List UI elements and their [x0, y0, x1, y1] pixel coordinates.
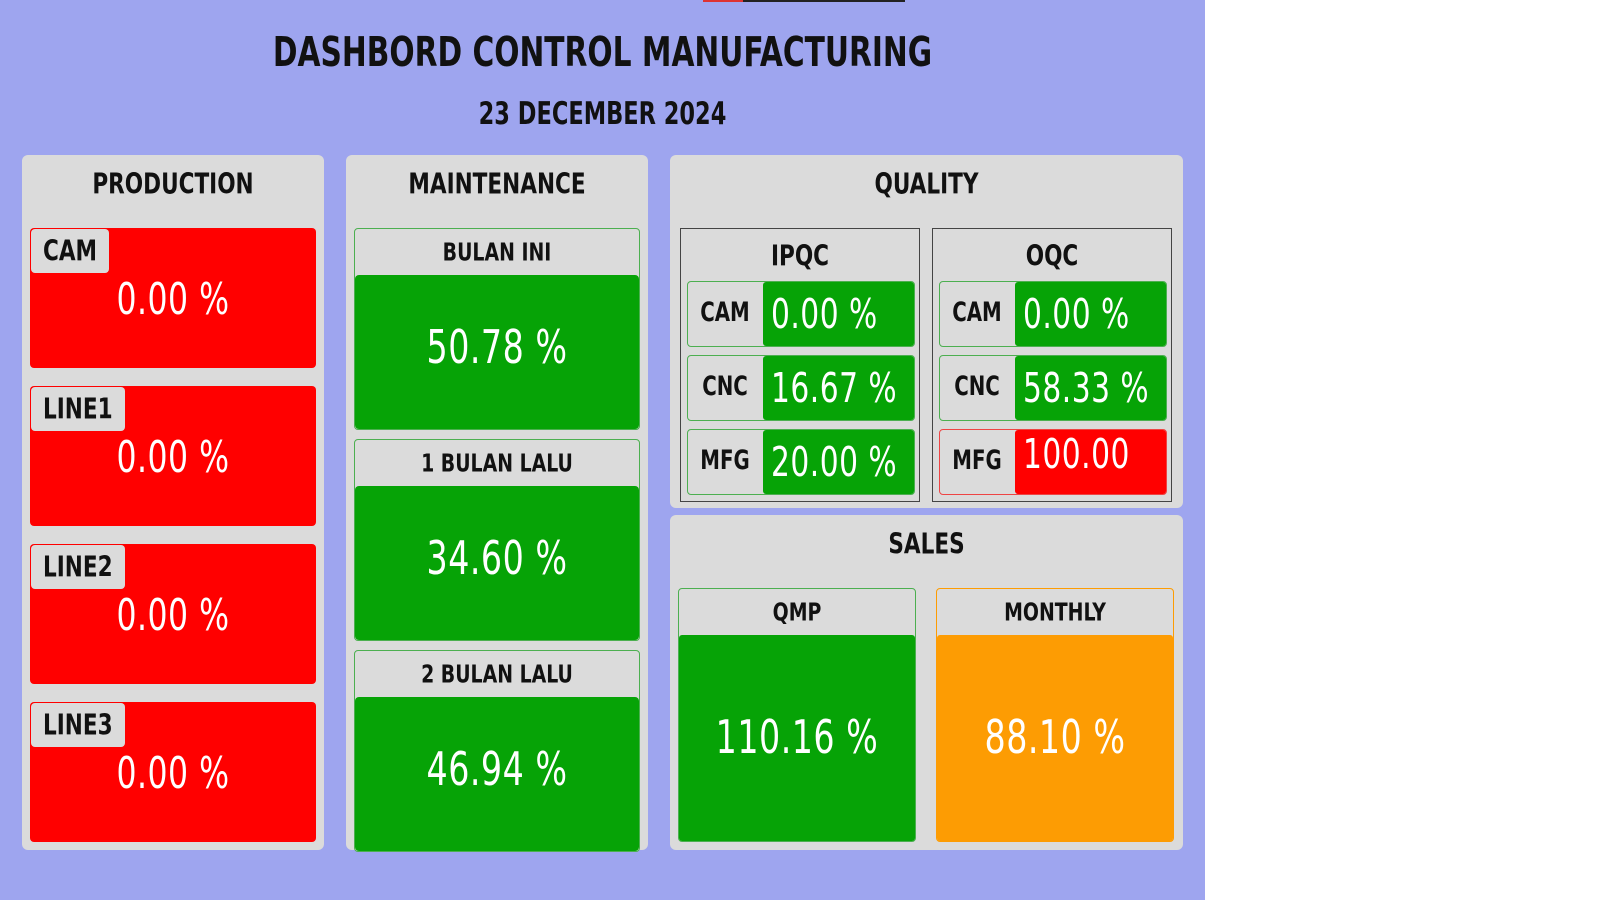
maintenance-card-label: 2 BULAN LALU — [421, 659, 573, 689]
sales-card-label: QMP — [772, 597, 822, 627]
sales-card-qmp[interactable]: QMP 110.16 % — [678, 588, 916, 842]
quality-title: QUALITY — [874, 167, 979, 201]
oqc-row-label: CNC — [954, 372, 1000, 403]
ipqc-row-mfg[interactable]: MFG 20.00 % — [687, 429, 915, 495]
sales-card-monthly[interactable]: MONTHLY 88.10 % — [936, 588, 1174, 842]
top-indicator-bar — [703, 0, 905, 2]
maintenance-card-label: 1 BULAN LALU — [421, 448, 573, 478]
production-value: 0.00 % — [116, 433, 230, 483]
ipqc-box: IPQC CAM 0.00 % CNC 16.67 % MFG 20.00 % — [680, 228, 920, 502]
oqc-row-label: MFG — [952, 446, 1002, 477]
ipqc-title: IPQC — [770, 239, 830, 273]
production-label: CAM — [31, 229, 110, 273]
maintenance-card-two-months-ago[interactable]: 2 BULAN LALU 46.94 % — [354, 650, 640, 852]
production-card-cam[interactable]: CAM 0.00 % — [30, 228, 316, 368]
maintenance-panel: MAINTENANCE BULAN INI 50.78 % 1 BULAN LA… — [346, 155, 648, 852]
oqc-row-value: 58.33 % — [1015, 356, 1166, 420]
maintenance-card-label: BULAN INI — [442, 237, 552, 267]
oqc-row-cam[interactable]: CAM 0.00 % — [939, 281, 1167, 347]
sales-card-label: MONTHLY — [1004, 597, 1106, 627]
maintenance-card-value: 50.78 % — [355, 275, 639, 429]
oqc-row-value: 100.00 % — [1015, 429, 1166, 558]
page-title: DASHBORD CONTROL MANUFACTURING — [272, 27, 933, 76]
sales-card-value: 88.10 % — [937, 635, 1173, 841]
oqc-row-cnc[interactable]: CNC 58.33 % — [939, 355, 1167, 421]
ipqc-row-label: CNC — [702, 372, 748, 403]
maintenance-card-value: 34.60 % — [355, 486, 639, 640]
ipqc-row-value: 0.00 % — [763, 282, 914, 346]
oqc-row-mfg[interactable]: MFG 100.00 % — [939, 429, 1167, 558]
quality-panel: QUALITY IPQC CAM 0.00 % CNC 16.67 % MFG … — [670, 155, 1183, 558]
production-label: LINE2 — [31, 545, 125, 589]
production-value: 0.00 % — [116, 749, 230, 799]
ipqc-row-value: 16.67 % — [763, 356, 914, 420]
report-date: 23 DECEMBER 2024 — [478, 95, 727, 132]
production-value: 0.00 % — [116, 275, 230, 325]
production-card-line2[interactable]: LINE2 0.00 % — [30, 544, 316, 684]
oqc-title: OQC — [1025, 239, 1079, 273]
maintenance-card-value: 46.94 % — [355, 697, 639, 851]
production-card-line1[interactable]: LINE1 0.00 % — [30, 386, 316, 526]
production-label: LINE1 — [31, 387, 125, 431]
sales-panel: SALES QMP 110.16 % MONTHLY 88.10 % — [670, 515, 1183, 850]
ipqc-row-label: CAM — [700, 298, 750, 329]
ipqc-row-cam[interactable]: CAM 0.00 % — [687, 281, 915, 347]
maintenance-card-current-month[interactable]: BULAN INI 50.78 % — [354, 228, 640, 430]
production-label: LINE3 — [31, 703, 125, 747]
oqc-row-label: CAM — [952, 298, 1002, 329]
maintenance-card-last-month[interactable]: 1 BULAN LALU 34.60 % — [354, 439, 640, 641]
oqc-row-value: 0.00 % — [1015, 282, 1166, 346]
production-card-line3[interactable]: LINE3 0.00 % — [30, 702, 316, 842]
oqc-box: OQC CAM 0.00 % CNC 58.33 % MFG 100.00 % — [932, 228, 1172, 558]
production-value: 0.00 % — [116, 591, 230, 641]
production-title: PRODUCTION — [92, 167, 254, 201]
sales-card-value: 110.16 % — [679, 635, 915, 841]
maintenance-title: MAINTENANCE — [408, 167, 586, 201]
ipqc-row-value: 20.00 % — [763, 430, 914, 494]
ipqc-row-cnc[interactable]: CNC 16.67 % — [687, 355, 915, 421]
sales-title: SALES — [888, 527, 965, 561]
ipqc-row-label: MFG — [700, 446, 750, 477]
production-panel: PRODUCTION CAM 0.00 % LINE1 0.00 % LINE2… — [22, 155, 324, 850]
